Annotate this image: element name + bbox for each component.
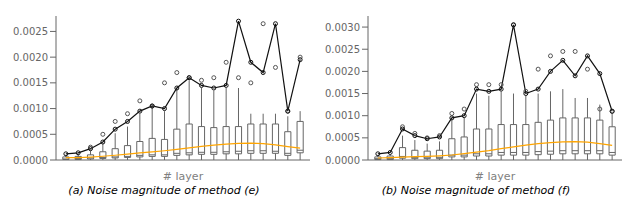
svg-text:0.0005: 0.0005: [325, 132, 360, 143]
svg-text:0.0030: 0.0030: [325, 22, 360, 33]
svg-text:0.0015: 0.0015: [13, 77, 48, 88]
svg-text:0.0010: 0.0010: [13, 103, 48, 114]
svg-text:0.0000: 0.0000: [325, 155, 360, 166]
svg-text:0.0020: 0.0020: [13, 52, 48, 63]
html-text:(b) Noise magnitude of method: (b) Noise magnitude of method (f): [381, 184, 571, 197]
svg-text:0.0015: 0.0015: [325, 88, 360, 99]
html-text:(a) Noise magnitude of method: (a) Noise magnitude of method (e): [68, 184, 260, 197]
svg-text:# layer: # layer: [475, 170, 516, 183]
svg-text:0.0025: 0.0025: [325, 44, 360, 55]
svg-text:0.0005: 0.0005: [13, 129, 48, 140]
svg-text:0.0010: 0.0010: [325, 110, 360, 121]
svg-text:0.0020: 0.0020: [325, 66, 360, 77]
svg-text:0.0000: 0.0000: [13, 155, 48, 166]
svg-text:0.0025: 0.0025: [13, 26, 48, 37]
svg-text:# layer: # layer: [163, 170, 204, 183]
